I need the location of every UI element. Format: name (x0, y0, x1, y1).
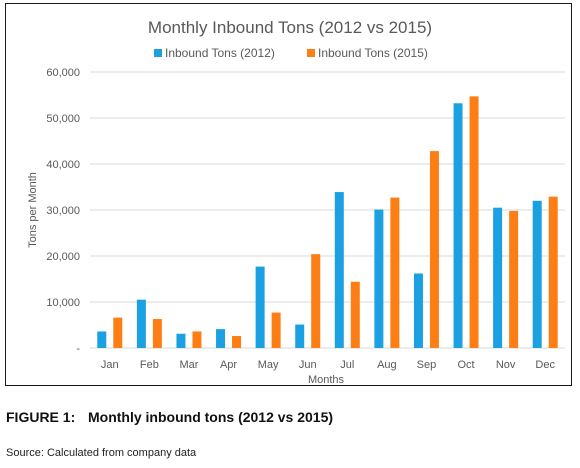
legend-label: Inbound Tons (2015) (318, 46, 428, 60)
figure-label: FIGURE 1: (6, 409, 76, 425)
bar-series-2-feb (152, 319, 162, 348)
chart-title: Monthly Inbound Tons (2012 vs 2015) (148, 18, 432, 37)
bar-series-2-jul (350, 281, 360, 348)
x-tick-label: Aug (377, 359, 397, 371)
chart-legend: Inbound Tons (2012) Inbound Tons (2015) (154, 46, 428, 60)
y-tick-label: 20,000 (46, 251, 80, 263)
x-tick-label: Dec (535, 359, 555, 371)
bar-series-1-dec (532, 200, 542, 348)
bar-series-2-nov (509, 210, 519, 348)
legend-label: Inbound Tons (2012) (165, 46, 275, 60)
bars (97, 96, 558, 348)
legend-swatch (307, 49, 315, 57)
x-tick-label: Oct (457, 359, 474, 371)
bar-series-2-jun (311, 254, 321, 348)
bar-series-1-aug (374, 209, 384, 348)
bar-series-2-may (271, 312, 281, 348)
x-axis-title: Months (308, 374, 345, 386)
bar-chart: Monthly Inbound Tons (2012 vs 2015) Inbo… (27, 18, 565, 386)
figure-caption: FIGURE 1: Monthly inbound tons (2012 vs 2… (6, 409, 333, 425)
x-tick-label: Mar (179, 359, 198, 371)
x-tick-label: Nov (496, 359, 516, 371)
x-tick-label: Jul (340, 359, 354, 371)
bar-series-2-oct (469, 96, 479, 348)
legend-swatch (154, 49, 162, 57)
x-tick-label: Apr (220, 359, 237, 371)
y-tick-label: 50,000 (46, 113, 80, 125)
bar-series-1-sep (413, 273, 423, 348)
bar-series-1-jul (334, 192, 344, 348)
bar-series-2-dec (548, 196, 558, 348)
x-axis-ticks: Jan Feb Mar Apr May Jun Jul Aug Sep Oct Nov Dec (101, 359, 556, 371)
y-tick-label: 60,000 (46, 67, 80, 79)
bar-series-1-apr (216, 329, 226, 348)
bar-series-1-jan (97, 331, 107, 348)
bar-series-1-mar (176, 333, 186, 348)
y-tick-label: - (76, 343, 80, 355)
x-tick-label: Jan (101, 359, 119, 371)
bar-series-2-aug (390, 197, 400, 348)
x-tick-label: Jun (299, 359, 317, 371)
x-tick-label: Sep (417, 359, 437, 371)
bar-series-2-sep (429, 151, 439, 348)
x-tick-label: Feb (140, 359, 159, 371)
y-tick-label: 30,000 (46, 205, 80, 217)
bar-series-2-apr (232, 336, 242, 348)
gridlines (90, 71, 565, 349)
y-tick-label: 40,000 (46, 159, 80, 171)
y-axis-ticks: - 10,000 20,000 30,000 40,000 50,000 60,000 (46, 67, 80, 355)
bar-series-2-mar (192, 331, 202, 348)
bar-series-1-nov (493, 207, 503, 348)
bar-series-1-oct (453, 103, 463, 348)
source-note: Source: Calculated from company data (6, 447, 197, 459)
bar-series-1-jun (295, 324, 305, 348)
bar-series-1-may (255, 266, 265, 348)
x-tick-label: May (258, 359, 279, 371)
bar-series-1-feb (136, 299, 146, 348)
bar-series-2-jan (113, 317, 123, 348)
y-axis-title: Tons per Month (27, 172, 39, 248)
y-tick-label: 10,000 (46, 297, 80, 309)
figure-caption-text: Monthly inbound tons (2012 vs 2015) (88, 409, 334, 425)
